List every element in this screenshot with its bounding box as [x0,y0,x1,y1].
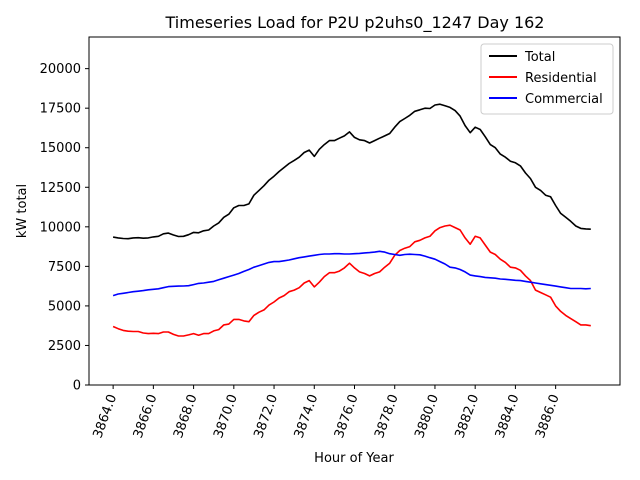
y-tick-label: 12500 [40,181,81,196]
y-axis-title: kW total [15,184,30,238]
x-axis-title: Hour of Year [314,451,394,466]
series-line-commercial [112,250,591,297]
legend-label-residential: Residential [525,71,597,86]
y-tick-label: 0 [73,379,81,394]
y-tick-label: 15000 [40,141,81,156]
series-line-residential [112,224,591,337]
y-tick-label: 10000 [40,220,81,235]
legend-label-commercial: Commercial [525,92,603,107]
y-tick-label: 2500 [48,339,81,354]
y-tick-label: 5000 [48,299,81,314]
legend-box [480,43,614,115]
legend: Total Residential Commercial [480,43,614,115]
y-tick-label: 20000 [40,62,81,77]
series-line-total [112,103,591,240]
y-tick-label: 7500 [48,260,81,275]
series-layer [112,103,591,337]
y-axis: 0 2500 5000 7500 10000 12500 15000 17500 20000 [40,62,89,394]
chart-title: Timeseries Load for P2U p2uhs0_1247 Day … [165,13,545,33]
legend-label-total: Total [524,50,555,65]
y-tick-label: 17500 [40,102,81,117]
